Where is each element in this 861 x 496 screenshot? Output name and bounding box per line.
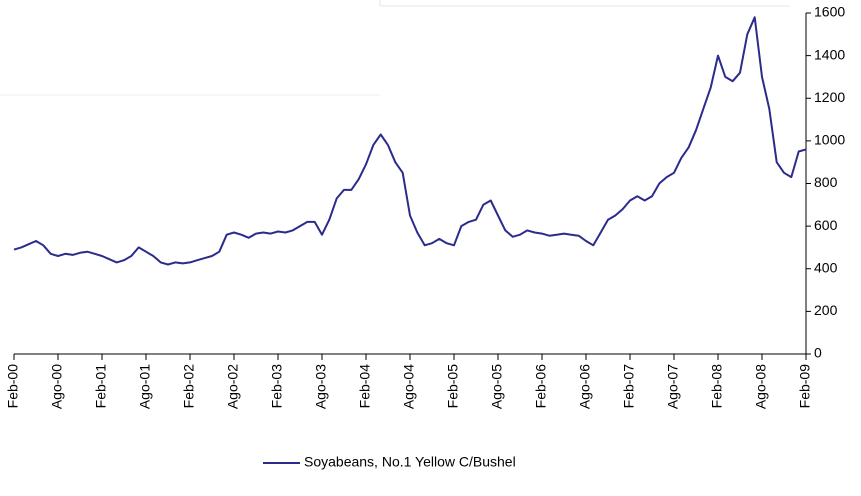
y-tick-label: 600 (814, 217, 838, 233)
x-tick-label: Feb-01 (93, 364, 109, 409)
x-tick-label: Feb-06 (533, 364, 549, 409)
legend-label: Soyabeans, No.1 Yellow C/Bushel (304, 454, 516, 470)
x-tick-label: Ago-05 (489, 364, 505, 409)
x-tick-label: Feb-04 (357, 364, 373, 409)
y-tick-label: 800 (814, 174, 838, 190)
y-tick-label: 0 (814, 345, 822, 361)
x-tick-label: Feb-09 (797, 364, 813, 409)
x-tick-label: Ago-03 (313, 364, 329, 409)
x-tick-label: Ago-01 (137, 364, 153, 409)
x-tick-label: Ago-00 (49, 364, 65, 409)
x-tick-label: Ago-04 (401, 364, 417, 409)
x-tick-label: Ago-08 (753, 364, 769, 409)
x-tick-label: Feb-02 (181, 364, 197, 409)
x-tick-label: Feb-03 (269, 364, 285, 409)
x-tick-label: Feb-08 (709, 364, 725, 409)
x-tick-label: Ago-07 (665, 364, 681, 409)
x-tick-label: Ago-02 (225, 364, 241, 409)
y-tick-label: 1400 (814, 46, 845, 62)
x-tick-label: Ago-06 (577, 364, 593, 409)
y-tick-label: 1600 (814, 4, 845, 20)
y-tick-label: 1200 (814, 89, 845, 105)
x-tick-label: Feb-00 (5, 364, 21, 409)
data-line (13, 16, 807, 266)
y-tick-label: 1000 (814, 132, 845, 148)
y-tick-label: 200 (814, 302, 838, 318)
x-tick-label: Feb-07 (621, 364, 637, 409)
x-tick-label: Feb-05 (445, 364, 461, 409)
y-tick-label: 400 (814, 259, 838, 275)
